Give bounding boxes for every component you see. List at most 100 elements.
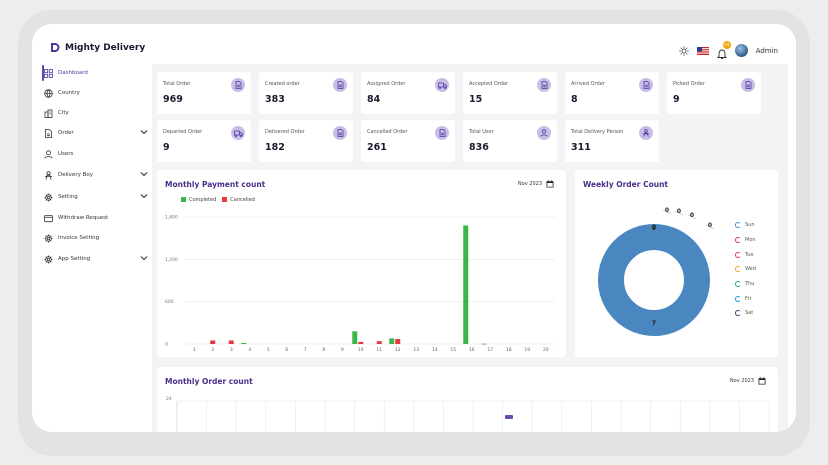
legend-label: Wed xyxy=(745,266,756,273)
x-tick-label: 15 xyxy=(450,347,456,353)
chevron-down-icon[interactable] xyxy=(140,193,148,199)
month-picker[interactable]: Nov 2023 xyxy=(730,377,766,385)
sidebar-item-label: Withdraw Request xyxy=(58,215,109,221)
bar-completed xyxy=(481,343,487,345)
legend-item-wed[interactable]: Wed xyxy=(735,262,756,277)
stat-card-cancelled-order[interactable]: Cancelled Order 261 xyxy=(361,120,455,162)
monthly-payment-panel: Monthly Payment count Nov 2023 Completed… xyxy=(157,170,566,357)
x-tick-label: 16 xyxy=(469,347,475,353)
stat-value: 182 xyxy=(265,142,285,153)
data-label-leader xyxy=(649,227,659,233)
x-tick-label: 20 xyxy=(543,347,549,353)
stat-value: 9 xyxy=(673,94,680,105)
truck-icon xyxy=(231,126,245,140)
chevron-down-icon[interactable] xyxy=(140,255,148,261)
sidebar-item-app-setting[interactable]: App Setting xyxy=(44,251,148,267)
x-tick-label: 5 xyxy=(267,347,270,353)
sidebar-item-city[interactable]: City xyxy=(44,105,148,121)
sidebar-item-setting[interactable]: Setting xyxy=(44,189,148,205)
month-label: Nov 2023 xyxy=(729,378,754,384)
sidebar-item-label: Setting xyxy=(58,194,78,200)
sun-icon[interactable] xyxy=(678,45,689,56)
document-icon xyxy=(537,78,551,92)
stat-card-accepted-order[interactable]: Accepted Order 15 xyxy=(463,72,557,114)
data-label-leader xyxy=(662,209,672,215)
y-tick-label: 1,200 xyxy=(165,257,178,263)
sidebar-item-label: Order xyxy=(58,130,74,136)
sidebar-item-country[interactable]: Country xyxy=(44,85,148,101)
main-content: Total Order 969 Created order 383 Assign… xyxy=(152,64,788,432)
stat-card-delivered-order[interactable]: Delivered Order 182 xyxy=(259,120,353,162)
legend-item-sun[interactable]: Sun xyxy=(735,218,756,233)
x-tick-label: 18 xyxy=(506,347,512,353)
document-icon xyxy=(639,78,653,92)
legend-marker-icon xyxy=(735,281,741,288)
weekly-legend: Sun Mon Tue Wed Thu Fri Sat xyxy=(735,218,756,321)
globe-icon xyxy=(44,88,53,98)
sidebar-item-label: Invoice Setting xyxy=(58,235,100,241)
stat-card-total-user[interactable]: Total User 836 xyxy=(463,120,557,162)
stat-value: 15 xyxy=(469,94,483,105)
sidebar-item-label: Dashboard xyxy=(58,70,88,76)
x-tick-label: 9 xyxy=(341,347,344,353)
x-tick-label: 11 xyxy=(376,347,382,353)
y-tick-label: 600 xyxy=(165,299,174,305)
bar-completed xyxy=(352,331,358,344)
stat-value: 383 xyxy=(265,94,285,105)
user-name[interactable]: Admin xyxy=(755,46,778,55)
legend-label: Cancelled xyxy=(230,197,255,203)
legend-item-sat[interactable]: Sat xyxy=(735,306,756,321)
stat-label: Arrived Order xyxy=(571,81,605,87)
stat-value: 9 xyxy=(163,142,170,153)
stat-value: 311 xyxy=(571,142,591,153)
legend-item-thu[interactable]: Thu xyxy=(735,277,756,292)
chevron-down-icon[interactable] xyxy=(140,171,148,177)
sidebar-item-users[interactable]: Users xyxy=(44,146,148,162)
grid-icon xyxy=(44,68,53,78)
stat-card-departed-order[interactable]: Departed Order 9 xyxy=(157,120,251,162)
brand[interactable]: Mighty Delivery xyxy=(50,42,145,53)
legend-item-tue[interactable]: Tue xyxy=(735,247,756,262)
avatar[interactable] xyxy=(734,44,748,57)
stat-label: Total Order xyxy=(163,81,191,87)
sidebar-item-withdraw-request[interactable]: Withdraw Request xyxy=(44,210,148,226)
stat-value: 84 xyxy=(367,94,381,105)
legend-swatch-completed xyxy=(181,197,186,202)
month-label: Nov 2023 xyxy=(517,181,542,187)
delivery-person-icon xyxy=(639,126,653,140)
document-icon xyxy=(231,78,245,92)
stat-card-arrived-order[interactable]: Arrived Order 8 xyxy=(565,72,659,114)
stat-card-assigned-order[interactable]: Assigned Order 84 xyxy=(361,72,455,114)
sidebar-item-delivery-boy[interactable]: Delivery Boy xyxy=(44,167,148,183)
data-label: 0 xyxy=(677,208,681,215)
x-tick-label: 6 xyxy=(285,347,288,353)
gear-icon xyxy=(44,255,53,263)
stat-label: Total User xyxy=(469,129,494,135)
x-tick-label: 4 xyxy=(248,347,251,353)
x-tick-label: 8 xyxy=(322,347,325,353)
stat-card-created-order[interactable]: Created order 383 xyxy=(259,72,353,114)
us-flag-icon[interactable] xyxy=(696,46,709,55)
sidebar-item-invoice-setting[interactable]: Invoice Setting xyxy=(44,230,148,246)
month-picker[interactable]: Nov 2023 xyxy=(518,180,554,188)
stat-label: Departed Order xyxy=(163,129,203,135)
sidebar-item-order[interactable]: Order xyxy=(44,125,148,141)
x-tick-label: 13 xyxy=(413,347,419,353)
stat-card-picked-order[interactable]: Picked Order 9 xyxy=(667,72,761,114)
sidebar-item-dashboard[interactable]: Dashboard xyxy=(44,65,148,81)
data-label: 0 xyxy=(708,222,712,229)
x-tick-label: 12 xyxy=(395,347,401,353)
bar-cancelled xyxy=(358,341,364,344)
legend-label: Tue xyxy=(745,251,754,258)
sidebar-item-label: Delivery Boy xyxy=(58,172,93,178)
legend-item-mon[interactable]: Mon xyxy=(735,233,756,248)
legend-item-cancelled[interactable]: Cancelled xyxy=(222,197,255,203)
chevron-down-icon[interactable] xyxy=(140,129,148,135)
legend-item-fri[interactable]: Fri xyxy=(735,291,756,306)
notification-bell[interactable]: 64 xyxy=(716,41,731,59)
stat-label: Total Delivery Person xyxy=(571,129,624,135)
legend-item-completed[interactable]: Completed xyxy=(181,197,216,203)
stat-card-total-delivery-person[interactable]: Total Delivery Person 311 xyxy=(565,120,659,162)
stat-card-total-order[interactable]: Total Order 969 xyxy=(157,72,251,114)
